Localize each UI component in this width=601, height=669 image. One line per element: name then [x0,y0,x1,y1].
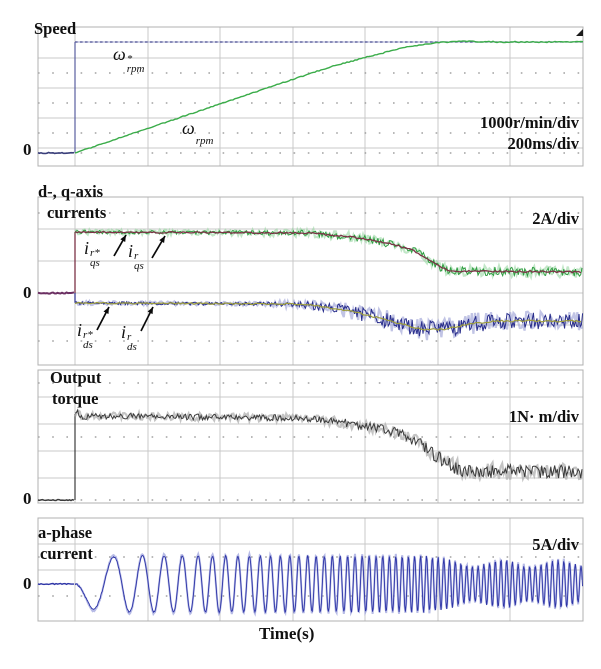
dq-zero-label: 0 [23,283,32,302]
speed-scale-labels: 1000r/min/div 200ms/div [480,112,579,154]
aphase-zero-label: 0 [23,574,32,593]
aphase-scale-per-div: 5A/div [532,535,579,554]
speed-reference-label: ω * rpm [113,44,145,75]
torque-zero-label: 0 [23,489,32,508]
dq-scale-label: 2A/div [532,208,579,229]
time-axis-label: Time(s) [259,624,315,643]
dq-panel-title-line1: d-, q-axis [38,182,104,201]
q-current-ref-label: i r* qs [84,238,100,269]
speed-panel-title: Speed [34,19,77,38]
d-current-label: i r ds [121,322,137,353]
speed-feedback-label: ω rpm [182,118,214,147]
time-scale-per-div: 200ms/div [507,134,579,153]
torque-scale-label: 1N· m/div [509,406,579,427]
dq-panel-title-line2: currents [47,203,107,222]
aphase-panel-title-line2: current [40,544,93,563]
q-current-label: i r qs [128,241,144,272]
aphase-panel-title-line1: a-phase [38,523,93,542]
speed-zero-label: 0 [23,140,32,159]
torque-panel-title-line2: torque [52,389,99,408]
aphase-scale-label: 5A/div [532,534,579,555]
torque-panel-title-line1: Output [50,368,102,387]
speed-scale-per-div: 1000r/min/div [479,113,579,132]
d-current-ref-label: i r* ds [77,320,93,351]
dq-scale-per-div: 2A/div [532,209,579,228]
torque-scale-per-div: 1N· m/div [508,407,579,426]
